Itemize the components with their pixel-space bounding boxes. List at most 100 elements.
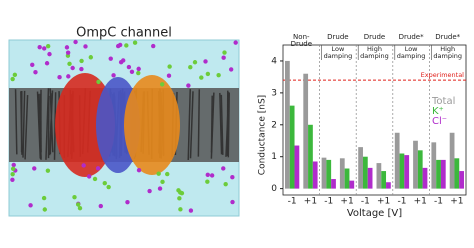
y-tick-label: 2 xyxy=(271,120,277,130)
ion xyxy=(157,186,163,191)
ion xyxy=(83,44,88,49)
ion xyxy=(65,50,71,55)
bar xyxy=(417,150,423,189)
bar xyxy=(367,167,373,189)
ion xyxy=(167,64,172,69)
ion xyxy=(108,56,113,61)
bar xyxy=(321,157,327,189)
ion xyxy=(102,180,107,186)
ion xyxy=(42,46,47,51)
ion xyxy=(192,60,198,65)
x-tick-label: -1 xyxy=(397,197,406,207)
ion xyxy=(222,50,227,55)
x-tick-label: +1 xyxy=(414,197,427,207)
ion xyxy=(81,163,86,168)
ion xyxy=(45,168,51,173)
bar xyxy=(422,167,428,189)
lipid xyxy=(187,89,191,161)
ion xyxy=(230,199,235,205)
bar xyxy=(431,142,437,189)
x-tick-label: -1 xyxy=(361,197,370,207)
bar xyxy=(394,132,400,189)
bar xyxy=(386,182,391,189)
x-tick-label: -1 xyxy=(288,197,297,207)
ion xyxy=(44,61,50,66)
ion xyxy=(160,82,165,87)
ion xyxy=(166,73,172,78)
y-tick-label: 3 xyxy=(271,88,277,98)
lipid xyxy=(49,93,53,155)
ion xyxy=(96,79,101,85)
lipid xyxy=(39,93,42,153)
ion xyxy=(10,166,16,171)
ion xyxy=(75,202,81,207)
bar xyxy=(285,60,290,189)
bar xyxy=(289,105,295,189)
lipid xyxy=(220,94,224,155)
bar xyxy=(436,159,441,189)
ion xyxy=(221,166,226,171)
ion xyxy=(64,45,70,50)
ion xyxy=(12,72,18,78)
ion xyxy=(205,172,210,178)
ion xyxy=(188,208,194,213)
bar xyxy=(376,163,382,189)
ion xyxy=(205,71,211,77)
bar xyxy=(339,158,345,189)
y-axis-label: Conductance [nS] xyxy=(258,95,268,175)
group-sublabel: Low damping xyxy=(396,45,426,60)
lipid xyxy=(219,92,223,155)
ion xyxy=(42,207,47,212)
ion xyxy=(178,207,183,212)
lipid xyxy=(197,89,201,157)
bar xyxy=(358,147,363,189)
lipid xyxy=(227,92,231,158)
ion xyxy=(95,166,101,171)
ion xyxy=(160,179,165,185)
bar xyxy=(308,124,313,189)
bar xyxy=(326,159,332,189)
ion xyxy=(228,67,234,72)
bar xyxy=(454,158,460,189)
x-tick-label: -1 xyxy=(434,197,443,207)
bar xyxy=(349,180,355,189)
lipid xyxy=(225,92,230,157)
ion xyxy=(216,72,221,78)
y-tick-label: 0 xyxy=(271,184,277,194)
ion xyxy=(66,74,71,79)
ion xyxy=(129,69,135,74)
ion xyxy=(10,76,15,82)
bar xyxy=(303,73,309,189)
ion xyxy=(32,166,37,171)
x-tick-label: +1 xyxy=(450,197,463,207)
lipid xyxy=(14,89,18,155)
ion xyxy=(10,171,15,177)
image-title: OmpC channel xyxy=(76,26,172,41)
lipid xyxy=(45,88,50,160)
ion xyxy=(37,44,42,50)
lipid xyxy=(22,90,26,158)
ion xyxy=(30,62,35,68)
plot-frame xyxy=(282,44,467,196)
bar xyxy=(399,153,405,189)
ion xyxy=(67,61,72,67)
bar xyxy=(312,161,318,189)
y-tick-label: 4 xyxy=(271,56,277,66)
group-label: Drude* xyxy=(435,33,461,41)
ion xyxy=(151,43,156,49)
ion xyxy=(106,184,111,190)
ion xyxy=(136,167,142,173)
group-sublabel: High damping xyxy=(433,45,462,60)
group-label: Drude xyxy=(327,33,349,41)
protein-orange xyxy=(124,75,180,175)
ion xyxy=(98,203,103,209)
group-sublabel: Low damping xyxy=(323,45,353,60)
ion xyxy=(221,55,226,60)
ion xyxy=(33,70,38,75)
group-label: Non-Drude xyxy=(290,33,313,48)
group-label: Drude xyxy=(363,33,386,41)
ion xyxy=(111,73,116,78)
x-tick-label: -1 xyxy=(324,197,333,207)
bar xyxy=(294,145,300,189)
